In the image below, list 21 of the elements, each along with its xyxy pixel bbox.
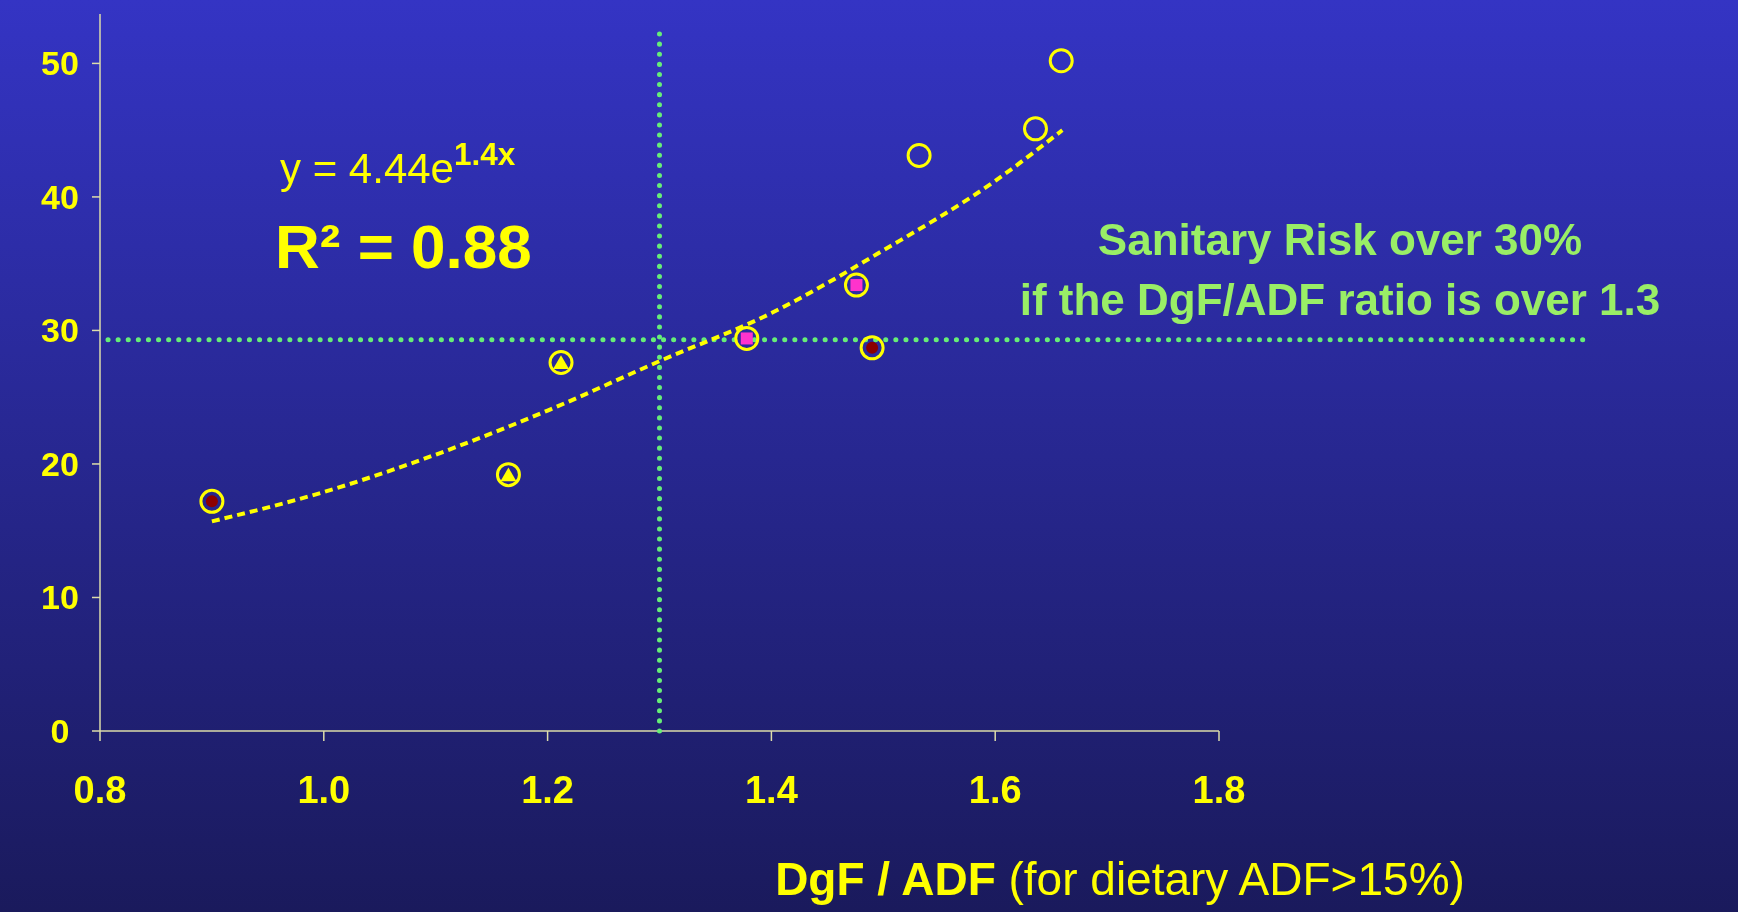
annotation: R² = 0.88 [275,212,532,281]
point [495,462,521,488]
point [906,143,932,169]
y-tick-label: 30 [41,311,79,350]
point [1022,116,1048,142]
x-axis-title: DgF / ADF (for dietary ADF>15%) [775,853,1465,905]
x-tick-label: 1.8 [1192,769,1246,811]
x-tick-label: 0.8 [73,769,127,811]
x-tick-label: 1.2 [521,769,575,811]
y-tick-label: 10 [41,578,79,617]
x-tick-label: 1.6 [968,769,1022,811]
point [548,349,574,375]
annotation: Sanitary Risk over 30% if the DgF/ADF ratio is over 1.3 [1019,215,1661,324]
x-tick-label: 1.4 [744,769,798,811]
point [1048,48,1074,74]
x-tick-label: 1.0 [297,769,351,811]
y-tick-label: 50 [41,44,79,83]
y-tick-label: 20 [41,444,79,483]
annotation: y = 4.44e$^{1.4x}$ [280,136,516,192]
y-tick-label: 0 [50,712,70,750]
y-tick-label: 40 [41,177,79,216]
